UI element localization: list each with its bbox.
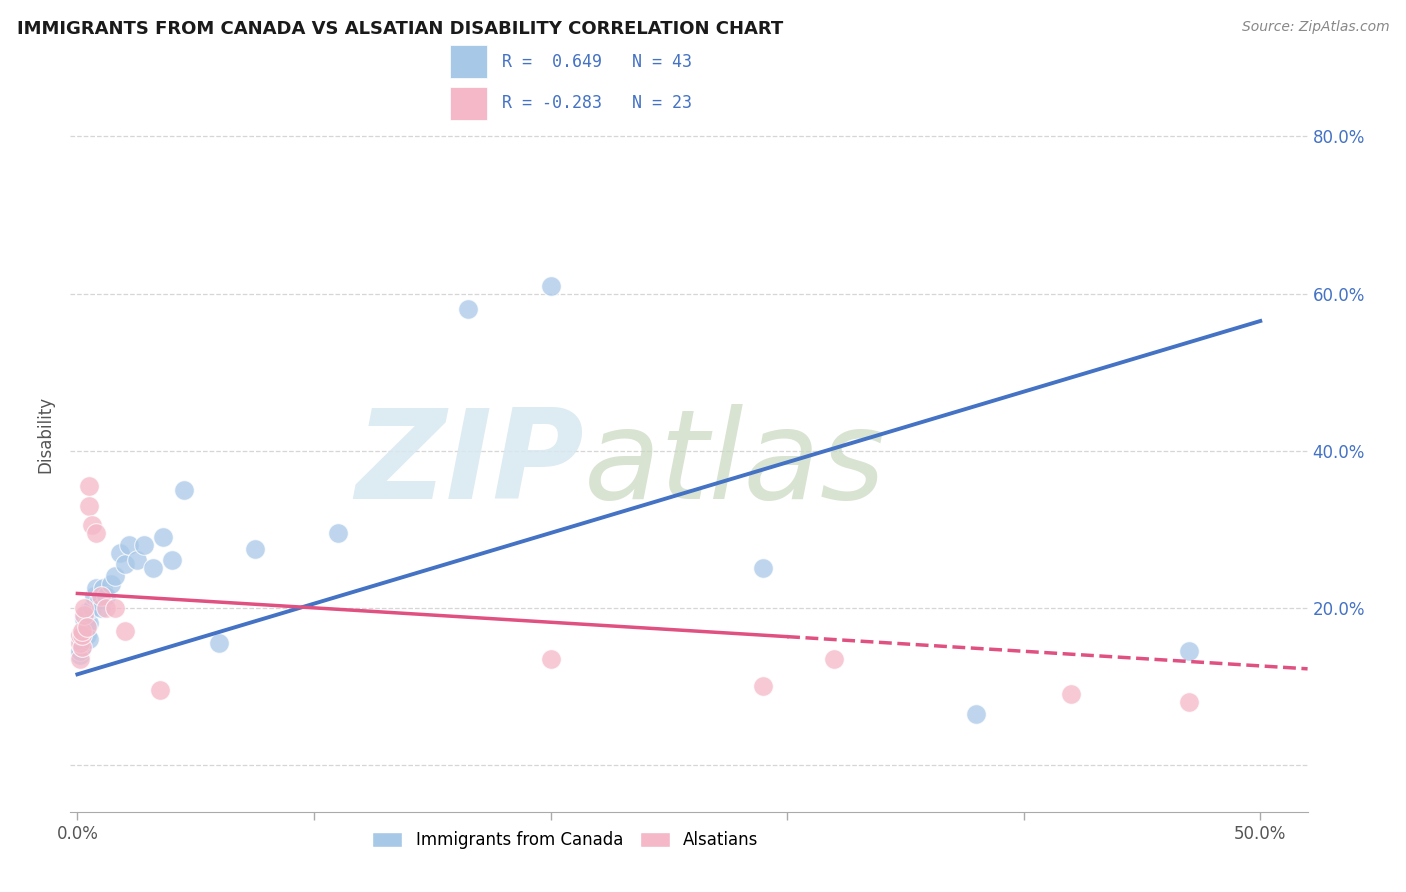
Point — [160, 553, 183, 567]
Point — [125, 553, 148, 567]
Point — [69, 632, 91, 646]
Legend: Immigrants from Canada, Alsatians: Immigrants from Canada, Alsatians — [366, 825, 765, 856]
Text: Source: ZipAtlas.com: Source: ZipAtlas.com — [1241, 20, 1389, 34]
Point — [540, 651, 562, 665]
Point — [69, 628, 91, 642]
Point — [1060, 687, 1083, 701]
Point — [86, 581, 108, 595]
Point — [73, 624, 96, 639]
Point — [69, 636, 91, 650]
Point — [114, 624, 136, 639]
Text: IMMIGRANTS FROM CANADA VS ALSATIAN DISABILITY CORRELATION CHART: IMMIGRANTS FROM CANADA VS ALSATIAN DISAB… — [17, 20, 783, 37]
Point — [90, 600, 112, 615]
Point — [76, 605, 98, 619]
Point — [965, 706, 987, 721]
Point — [132, 538, 155, 552]
Point — [80, 600, 103, 615]
Point — [87, 592, 110, 607]
Point — [76, 620, 98, 634]
Text: R =  0.649   N = 43: R = 0.649 N = 43 — [502, 53, 692, 70]
Point — [540, 278, 562, 293]
Point — [77, 616, 100, 631]
Point — [73, 608, 96, 623]
Point — [77, 479, 100, 493]
Point — [243, 541, 266, 556]
Y-axis label: Disability: Disability — [37, 396, 55, 474]
Point — [70, 640, 93, 654]
Point — [70, 624, 93, 639]
Point — [70, 636, 93, 650]
Point — [77, 499, 100, 513]
Point — [152, 530, 174, 544]
Point — [90, 589, 112, 603]
Point — [142, 561, 165, 575]
Point — [752, 561, 775, 575]
Point — [86, 526, 108, 541]
Point — [752, 679, 775, 693]
Bar — [450, 87, 486, 120]
Point — [100, 577, 122, 591]
Point — [173, 483, 195, 497]
Text: atlas: atlas — [583, 404, 886, 525]
Point — [70, 628, 93, 642]
Text: R = -0.283   N = 23: R = -0.283 N = 23 — [502, 95, 692, 112]
Point — [80, 518, 103, 533]
Point — [69, 628, 91, 642]
Point — [76, 628, 98, 642]
Point — [108, 546, 131, 560]
Point — [70, 624, 93, 639]
Point — [70, 640, 93, 654]
Bar — [450, 45, 486, 78]
Point — [76, 616, 98, 631]
Point — [93, 581, 115, 595]
Point — [70, 628, 93, 642]
Point — [73, 600, 96, 615]
Point — [94, 600, 117, 615]
Point — [114, 558, 136, 572]
Point — [94, 589, 117, 603]
Point — [69, 644, 91, 658]
Point — [149, 683, 172, 698]
Point — [77, 632, 100, 646]
Point — [69, 648, 91, 662]
Point — [104, 569, 127, 583]
Point — [118, 538, 141, 552]
Point — [457, 302, 479, 317]
Point — [83, 589, 105, 603]
Point — [1178, 695, 1201, 709]
Text: ZIP: ZIP — [356, 404, 583, 525]
Point — [823, 651, 845, 665]
Point — [326, 526, 349, 541]
Point — [73, 612, 96, 626]
Point — [69, 636, 91, 650]
Point — [208, 636, 231, 650]
Point — [73, 620, 96, 634]
Point — [69, 651, 91, 665]
Point — [104, 600, 127, 615]
Point — [1178, 644, 1201, 658]
